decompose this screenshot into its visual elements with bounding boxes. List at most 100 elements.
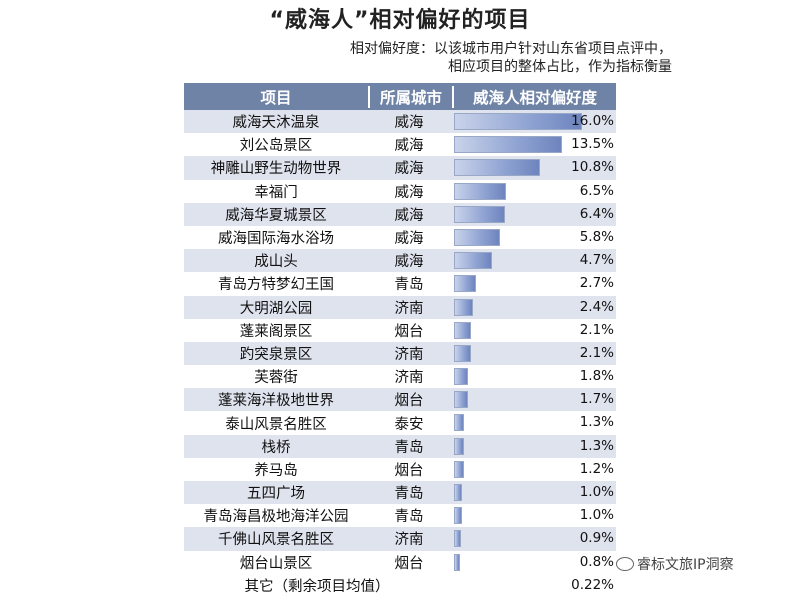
preference-bar	[454, 321, 471, 339]
preference-value-label: 0.9%	[579, 530, 614, 547]
table-row: 威海国际海水浴场 威海 5.8%	[184, 226, 616, 249]
preference-value-label: 1.7%	[579, 391, 614, 408]
preference-bar	[454, 484, 462, 501]
preference-cell: 16.0%	[450, 110, 616, 133]
item-name: 成山头	[254, 254, 298, 271]
header-city: 所属城市	[368, 85, 454, 108]
item-name: 大明湖公园	[239, 300, 313, 317]
other-pref-cell: 0.22%	[450, 574, 616, 597]
item-name: 养马岛	[254, 462, 298, 479]
item-city: 威海	[394, 138, 424, 155]
item-name: 青岛海昌极地海洋公园	[203, 509, 349, 526]
preference-value-label: 1.3%	[579, 437, 614, 454]
other-value-label: 0.22%	[571, 576, 614, 593]
table-row: 蓬莱海洋极地世界 烟台 1.7%	[184, 388, 616, 412]
preference-cell: 5.8%	[450, 226, 616, 249]
preference-value-label: 1.2%	[579, 460, 614, 477]
preference-cell: 0.9%	[450, 527, 616, 550]
preference-bar	[454, 159, 541, 177]
item-city: 济南	[394, 532, 424, 549]
table-row: 青岛方特梦幻王国 青岛 2.7%	[184, 272, 616, 295]
preference-cell: 13.5%	[450, 133, 616, 156]
preference-cell: 1.2%	[450, 458, 616, 481]
item-name: 威海国际海水浴场	[218, 231, 334, 248]
watermark: 睿标文旅IP洞察	[616, 554, 734, 574]
table-row: 青岛海昌极地海洋公园 青岛 1.0%	[184, 504, 616, 527]
item-city: 泰安	[394, 416, 424, 433]
preference-cell: 2.1%	[450, 342, 616, 365]
item-city: 济南	[394, 346, 424, 363]
preference-cell: 0.8%	[450, 551, 616, 574]
preference-bar	[454, 507, 462, 525]
table-row: 泰山风景名胜区 泰安 1.3%	[184, 411, 616, 434]
watermark-text: 睿标文旅IP洞察	[637, 557, 734, 573]
item-name: 芙蓉街	[254, 370, 298, 387]
item-city: 青岛	[394, 277, 424, 294]
table-row: 千佛山风景名胜区 济南 0.9%	[184, 527, 616, 551]
table-row: 养马岛 烟台 1.2%	[184, 458, 616, 481]
preference-bar	[454, 553, 461, 571]
preference-cell: 1.8%	[450, 365, 616, 388]
preference-bar	[454, 182, 506, 200]
preference-bar	[454, 275, 476, 293]
item-name: 蓬莱海洋极地世界	[218, 393, 334, 410]
preference-bar	[454, 298, 474, 316]
item-name: 栈桥	[261, 439, 291, 456]
item-name: 威海华夏城景区	[225, 207, 327, 224]
item-name: 千佛山风景名胜区	[218, 532, 334, 549]
header-item: 项目	[260, 88, 292, 107]
table-header: 项目 所属城市 威海人相对偏好度	[184, 83, 616, 110]
preference-value-label: 5.8%	[579, 228, 614, 245]
preference-value-label: 10.8%	[571, 159, 614, 176]
preference-value-label: 1.3%	[579, 414, 614, 431]
preference-value-label: 13.5%	[571, 136, 614, 153]
table-row: 趵突泉景区 济南 2.1%	[184, 341, 616, 366]
preference-bar	[454, 344, 471, 362]
preference-cell: 4.7%	[450, 249, 616, 272]
preference-bar	[454, 391, 468, 409]
item-city: 青岛	[394, 509, 424, 526]
item-city: 威海	[394, 231, 424, 248]
table-row: 威海天沐温泉 威海 16.0%	[184, 110, 616, 134]
preference-value-label: 1.0%	[579, 484, 614, 500]
item-city: 威海	[394, 115, 424, 132]
preference-cell: 2.7%	[450, 272, 616, 295]
table-row: 幸福门 威海 6.5%	[184, 180, 616, 203]
preference-cell: 1.7%	[450, 388, 616, 411]
item-city: 威海	[394, 161, 424, 178]
item-city: 威海	[394, 254, 424, 271]
preference-value-label: 1.8%	[579, 368, 614, 385]
item-name: 神雕山野生动物世界	[210, 161, 342, 178]
table-row-other: 其它（剩余项目均值） 0.22%	[184, 574, 616, 597]
chart-title: “威海人”相对偏好的项目	[269, 8, 531, 33]
item-city: 烟台	[394, 555, 424, 572]
preference-value-label: 0.8%	[579, 553, 614, 570]
preference-cell: 10.8%	[450, 156, 616, 179]
item-city: 济南	[394, 300, 424, 317]
preference-value-label: 6.4%	[579, 205, 614, 222]
preference-bar	[454, 414, 465, 432]
preference-value-label: 2.1%	[579, 321, 614, 338]
item-city: 烟台	[394, 462, 424, 479]
item-city: 烟台	[394, 393, 424, 410]
preference-bar	[454, 460, 464, 478]
preference-bar	[454, 368, 469, 386]
item-name: 五四广场	[247, 486, 305, 503]
item-city: 威海	[394, 184, 424, 201]
preference-value-label: 2.1%	[579, 344, 614, 361]
preference-bar	[454, 136, 562, 154]
preference-cell: 1.0%	[450, 481, 616, 504]
table-row: 威海华夏城景区 威海 6.4%	[184, 202, 616, 226]
table-row: 成山头 威海 4.7%	[184, 249, 616, 273]
subtitle-line-2: 相应项目的整体占比，作为指标衡量	[448, 59, 672, 75]
item-name: 威海天沐温泉	[232, 115, 320, 132]
item-name: 烟台山景区	[239, 555, 313, 572]
preference-bar	[454, 113, 582, 130]
item-name: 趵突泉景区	[239, 346, 313, 363]
preference-bar	[454, 252, 492, 270]
item-name: 青岛方特梦幻王国	[218, 277, 334, 294]
table-row: 芙蓉街 济南 1.8%	[184, 365, 616, 388]
other-label: 其它（剩余项目均值）	[244, 578, 390, 595]
item-city: 青岛	[394, 439, 424, 456]
preference-value-label: 2.4%	[579, 298, 614, 315]
